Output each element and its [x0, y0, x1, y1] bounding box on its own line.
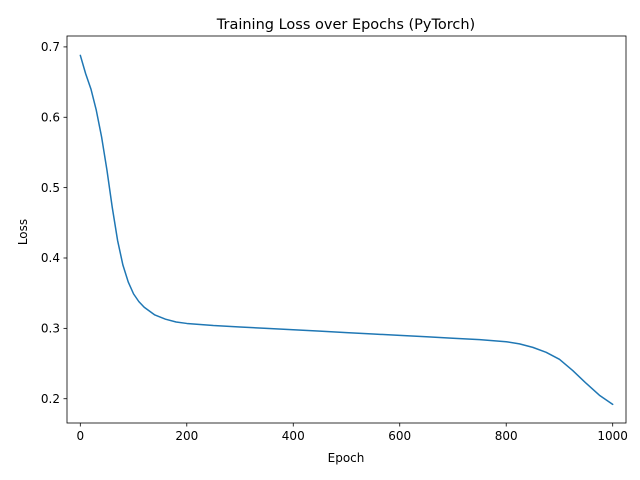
loss-series-line [79, 54, 614, 406]
y-tick-label: 0.2 [41, 392, 60, 406]
y-axis-label: Loss [16, 219, 30, 245]
x-tick-label: 800 [495, 429, 518, 443]
x-tick-label: 1000 [597, 429, 628, 443]
axes: 0 200 400 600 800 1000 0.2 0.3 0.4 0.5 0.6 0.7 [41, 35, 628, 443]
plot-area [79, 54, 614, 406]
y-tick-label: 0.7 [41, 40, 60, 54]
x-tick-label: 600 [388, 429, 411, 443]
x-tick-label: 0 [76, 429, 84, 443]
axes-frame [66, 35, 627, 424]
chart-title: Training Loss over Epochs (PyTorch) [216, 17, 475, 33]
y-tick-label: 0.3 [41, 322, 60, 336]
x-tick-label: 200 [175, 429, 198, 443]
y-tick-label: 0.6 [41, 110, 60, 124]
x-axis-label: Epoch [328, 451, 365, 465]
y-tick-label: 0.4 [41, 251, 60, 265]
y-tick-label: 0.5 [41, 181, 60, 195]
x-tick-label: 400 [282, 429, 305, 443]
